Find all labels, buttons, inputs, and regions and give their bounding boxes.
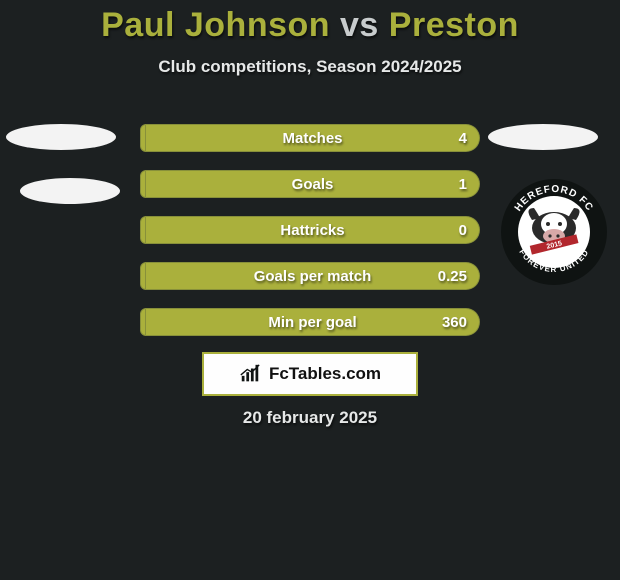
- stat-label: Hattricks: [280, 222, 344, 239]
- opponent-bar: Min per goal 360: [146, 308, 480, 336]
- stat-row: Hattricks 0: [140, 216, 480, 244]
- opponent-bar: Hattricks 0: [146, 216, 480, 244]
- opponent-photo-placeholder: [488, 124, 598, 150]
- stat-row: Matches 4: [140, 124, 480, 152]
- stat-value: 360: [442, 314, 467, 331]
- stat-label: Min per goal: [268, 314, 356, 331]
- opponent-bar: Matches 4: [146, 124, 480, 152]
- player-photo-placeholder: [6, 124, 116, 150]
- stat-row: Goals 1: [140, 170, 480, 198]
- title: Paul Johnson vs Preston: [0, 0, 620, 45]
- stat-value: 0: [459, 222, 467, 239]
- stat-row: Min per goal 360: [140, 308, 480, 336]
- brand-text: FcTables.com: [269, 364, 381, 384]
- stat-label: Goals per match: [254, 268, 372, 285]
- stat-label: Matches: [282, 130, 342, 147]
- chart-icon: [239, 363, 261, 385]
- stats-card: Paul Johnson vs Preston Club competition…: [0, 0, 620, 580]
- opponent-name: Preston: [389, 6, 519, 44]
- stat-label: Goals: [292, 176, 334, 193]
- date-label: 20 february 2025: [0, 408, 620, 428]
- stat-rows: Matches 4 Goals 1 Hattricks 0 Goals per …: [140, 124, 480, 354]
- stat-value: 0.25: [438, 268, 467, 285]
- stat-value: 4: [459, 130, 467, 147]
- opponent-bar: Goals 1: [146, 170, 480, 198]
- subtitle: Club competitions, Season 2024/2025: [0, 57, 620, 77]
- stat-value: 1: [459, 176, 467, 193]
- player-flag-placeholder: [20, 178, 120, 204]
- player-name: Paul Johnson: [101, 6, 330, 44]
- opponent-bar: Goals per match 0.25: [146, 262, 480, 290]
- stat-row: Goals per match 0.25: [140, 262, 480, 290]
- brand-box[interactable]: FcTables.com: [202, 352, 418, 396]
- club-badge: HEREFORD FC FOREVER UNITED 2015: [500, 178, 608, 286]
- vs-label: vs: [340, 6, 379, 44]
